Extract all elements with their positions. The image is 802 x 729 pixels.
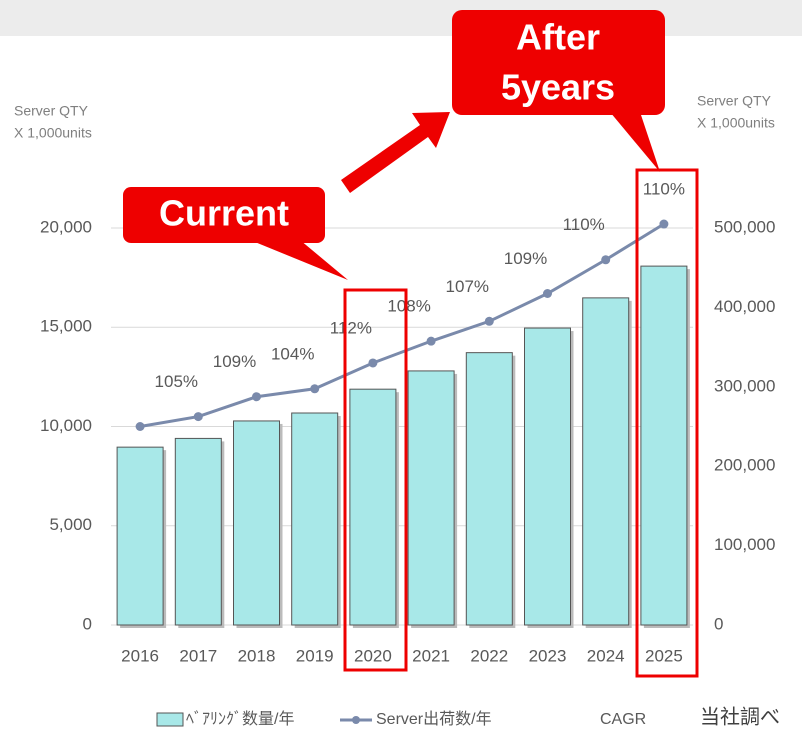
bar [640, 265, 688, 626]
data-label: 110% [643, 180, 685, 199]
x-tick-label: 2025 [645, 646, 683, 665]
x-tick-label: 2023 [529, 646, 567, 665]
bar [291, 412, 339, 626]
line-point [601, 255, 611, 265]
x-tick-label: 2021 [412, 646, 450, 665]
y-tick-label: 0 [83, 614, 92, 633]
callout-text: 5years [501, 67, 615, 108]
y-tick-label: 10,000 [40, 416, 92, 435]
line-point [193, 412, 203, 422]
bar [407, 370, 455, 626]
data-label: 109% [504, 249, 547, 268]
x-tick-label: 2022 [470, 646, 508, 665]
y-tick-label: 15,000 [40, 317, 92, 336]
data-label: 105% [155, 372, 198, 391]
arrow [341, 112, 450, 193]
bar [174, 437, 222, 626]
bar [582, 297, 630, 626]
line [139, 222, 665, 428]
legend: ﾍﾞｱﾘﾝｸﾞ数量/年 Server出荷数/年 CAGR 当社調べ [156, 705, 780, 728]
y2-label: X 1,000units [697, 115, 775, 131]
data-label: 109% [213, 352, 256, 371]
y2-tick-label: 500,000 [714, 217, 775, 236]
line-point [543, 289, 552, 299]
callout-pointer [250, 240, 348, 280]
callout-box [452, 10, 665, 115]
line-point [426, 336, 436, 346]
legend-label: Server出荷数/年 [376, 710, 492, 728]
legend-swatch [352, 716, 360, 724]
y-label: X 1,000units [14, 125, 92, 141]
highlight-box [635, 168, 699, 678]
legend-label: CAGR [600, 711, 646, 728]
data-label: 104% [271, 344, 314, 363]
x-tick-label: 2019 [296, 646, 334, 665]
x-tick-label: 2024 [587, 646, 625, 665]
plot: 0 5,000 10,000 15,000 20,000 0 100,000 200,000 3… [40, 180, 775, 666]
y2-label: Server QTY [697, 93, 772, 109]
header-band [0, 0, 802, 36]
y2-tick-label: 100,000 [714, 535, 775, 554]
line-point [484, 316, 494, 326]
x-tick-label: 2016 [121, 646, 159, 665]
y-tick-label: 20,000 [40, 217, 92, 236]
callout-text: Current [159, 193, 289, 234]
data-label: 107% [446, 277, 489, 296]
line-point [310, 384, 320, 394]
y2-tick-label: 400,000 [714, 297, 775, 316]
y-tick-label: 5,000 [49, 515, 92, 534]
x-tick-label: 2020 [354, 646, 392, 665]
bar [349, 388, 397, 626]
x-tick-label: 2017 [179, 646, 217, 665]
y2-tick-label: 300,000 [714, 376, 775, 395]
bar [116, 446, 164, 626]
callout-text: After [516, 17, 600, 58]
bar [465, 352, 513, 626]
data-label: 110% [563, 215, 605, 234]
y-label: Server QTY [14, 103, 89, 119]
data-label: 108% [387, 297, 430, 316]
line-point [252, 392, 261, 402]
legend-label: ﾍﾞｱﾘﾝｸﾞ数量/年 [186, 710, 294, 728]
callout-pointer [610, 112, 660, 172]
line-point [659, 219, 669, 229]
source: 当社調べ [700, 705, 780, 728]
bar [524, 327, 571, 626]
highlight-box [343, 288, 408, 672]
y2-tick-label: 0 [714, 614, 723, 633]
legend-swatch [156, 712, 184, 727]
line-point [135, 422, 145, 431]
line-point [368, 358, 378, 368]
bar [233, 420, 280, 626]
callout-box [123, 187, 325, 243]
y2-tick-label: 200,000 [714, 456, 775, 475]
data-label: 112% [330, 318, 372, 337]
x-tick-label: 2018 [238, 646, 276, 665]
